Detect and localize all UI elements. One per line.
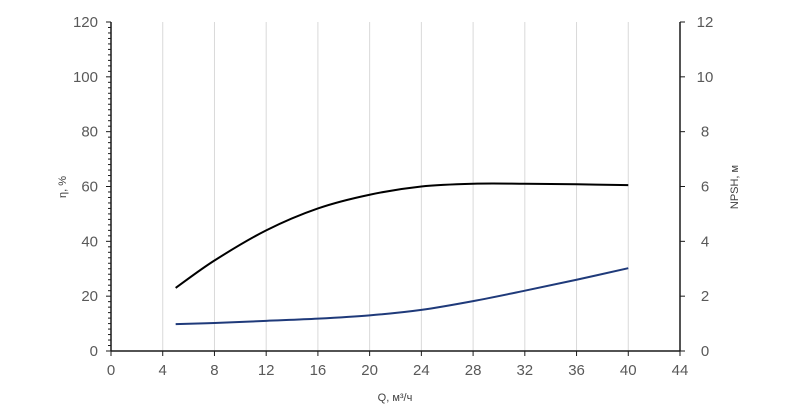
y-left-tick-label: 40 [81, 233, 98, 250]
y-right-tick-label: 6 [701, 179, 709, 196]
y-right-tick-label: 0 [701, 343, 709, 360]
series-layer [175, 182, 629, 326]
x-tick-label: 36 [568, 362, 585, 379]
x-tick-label: 8 [210, 362, 218, 379]
x-tick-label: 44 [672, 362, 689, 379]
y-right-tick-label: 10 [697, 69, 714, 86]
y-right-tick-label: 2 [701, 288, 709, 305]
npsh-series-line [175, 267, 629, 326]
x-tick-label: 4 [159, 362, 167, 379]
y-left-tick-label: 100 [73, 69, 98, 86]
x-tick-label: 32 [516, 362, 533, 379]
y-right-tick-label: 4 [701, 233, 709, 250]
x-tick-label: 20 [361, 362, 378, 379]
x-tick-label: 28 [465, 362, 482, 379]
x-axis-title: Q, м³/ч [378, 392, 413, 404]
label-layer: 0 4 8 12 16 20 24 28 32 36 40 440204060801001200246… [73, 14, 713, 379]
y-left-tick-label: 60 [81, 179, 98, 196]
x-tick-label: 24 [413, 362, 430, 379]
y-left-tick-label: 20 [81, 288, 98, 305]
y-axis-left-title: η, % [57, 176, 69, 198]
y-axis-right-title: NPSH, м [729, 165, 741, 209]
y-right-tick-label: 12 [697, 14, 714, 31]
y-left-tick-label: 120 [73, 14, 98, 31]
y-left-tick-label: 80 [81, 124, 98, 141]
x-tick-label: 12 [258, 362, 275, 379]
axis-layer [106, 21, 685, 356]
x-tick-label: 40 [620, 362, 637, 379]
efficiency-series-line [175, 182, 629, 289]
x-tick-label: 16 [310, 362, 327, 379]
y-left-tick-label: 0 [90, 343, 98, 360]
x-tick-label: 0 [107, 362, 115, 379]
y-right-tick-label: 8 [701, 124, 709, 141]
